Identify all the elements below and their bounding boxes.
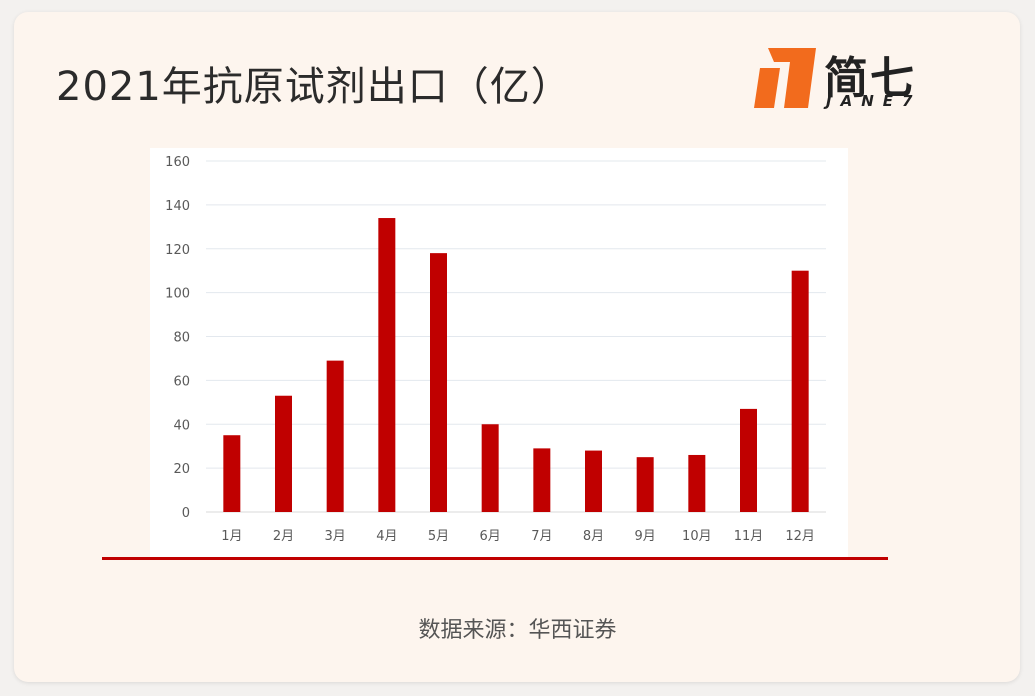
bar-chart: 0 20 40 60 80 100 120 140 160 1月 2月 3月 4月 5月 6月 7月 8月 9月 1…: [165, 155, 826, 544]
bar: [533, 448, 551, 512]
logo-text-cn: 简七: [824, 53, 916, 104]
brand-logo: 简七 JANE7: [754, 46, 934, 116]
bar: [636, 457, 654, 512]
y-tick-label: 160: [165, 155, 190, 170]
x-tick-label: 7月: [531, 529, 552, 544]
x-tick-label: 8月: [583, 529, 604, 544]
bar: [223, 435, 241, 512]
x-tick-label: 11月: [734, 529, 764, 544]
x-tick-label: 4月: [376, 529, 397, 544]
y-tick-label: 140: [165, 199, 190, 214]
logo-mark-icon: [754, 48, 816, 108]
x-tick-label: 2月: [273, 529, 294, 544]
y-tick-label: 40: [173, 418, 190, 433]
page-title: 2021年抗原试剂出口（亿）: [56, 64, 572, 110]
bar: [378, 218, 396, 512]
data-source: 数据来源：华西证券: [418, 618, 617, 643]
x-tick-label: 1月: [221, 529, 242, 544]
x-tick-label: 12月: [785, 529, 815, 544]
bar: [791, 270, 809, 512]
x-tick-label: 5月: [428, 529, 449, 544]
x-tick-label: 9月: [635, 529, 656, 544]
y-tick-label: 0: [182, 506, 190, 521]
logo-text-en: JANE7: [826, 92, 922, 110]
y-tick-label: 100: [165, 287, 190, 302]
x-tick-label: 3月: [325, 529, 346, 544]
divider-line: [102, 557, 888, 560]
chart-panel: 0 20 40 60 80 100 120 140 160 1月 2月 3月 4月 5月 6月 7月 8月 9月 1…: [150, 148, 848, 560]
y-tick-label: 60: [173, 374, 190, 389]
y-tick-label: 80: [173, 331, 190, 346]
y-tick-label: 20: [173, 462, 190, 477]
bar: [481, 424, 499, 512]
y-tick-label: 120: [165, 243, 190, 258]
x-tick-label: 10月: [682, 529, 712, 544]
bar: [740, 408, 757, 512]
bar: [275, 395, 292, 512]
bar: [688, 454, 706, 512]
bar: [430, 253, 447, 512]
bar: [326, 360, 344, 512]
x-tick-label: 6月: [480, 529, 501, 544]
bar: [585, 450, 602, 512]
